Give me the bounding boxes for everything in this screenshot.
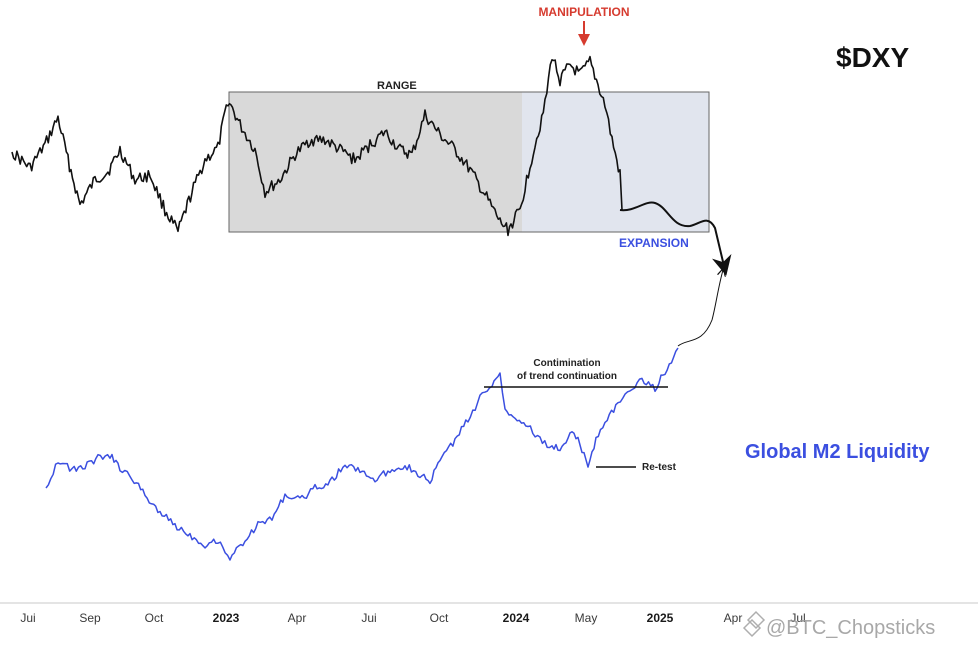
- range-label: RANGE: [377, 80, 417, 92]
- x-tick-label: Oct: [430, 611, 449, 625]
- x-tick-label: 2023: [213, 611, 240, 625]
- m2-projection-curve: [677, 270, 723, 347]
- x-tick-label: Oct: [145, 611, 164, 625]
- x-tick-label: Sep: [79, 611, 101, 625]
- watermark-logo-icon: [742, 610, 766, 638]
- x-tick-label: May: [575, 611, 598, 625]
- m2-series-line: [45, 347, 679, 561]
- dxy-title: $DXY: [836, 42, 909, 73]
- x-tick-label: Apr: [724, 611, 743, 625]
- watermark: @BTC_Chopsticks: [742, 610, 935, 639]
- manipulation-zone: [522, 92, 709, 232]
- x-tick-label: Apr: [288, 611, 307, 625]
- x-tick-label: Jui: [20, 611, 35, 625]
- retest-label: Re-test: [642, 462, 677, 473]
- x-axis-ticks: Jui Sep Oct 2023 Apr Jui Oct 2024 May 2025 Apr Jul: [20, 611, 805, 625]
- x-tick-label: Jui: [361, 611, 376, 625]
- range-box-outline: [228, 91, 710, 233]
- m2-title: Global M2 Liquidity: [745, 441, 930, 463]
- x-tick-label: 2024: [503, 611, 530, 625]
- expansion-label: EXPANSION: [619, 236, 689, 250]
- manipulation-arrow: [578, 21, 590, 46]
- x-tick-label: Jul: [790, 611, 805, 625]
- watermark-text: @BTC_Chopsticks: [766, 617, 935, 639]
- confirmation-label-line1: Contimination: [533, 358, 600, 369]
- x-tick-label: 2025: [647, 611, 674, 625]
- dxy-projection-curve: [619, 201, 732, 276]
- dxy-series-line: [11, 55, 623, 237]
- manipulation-label: MANIPULATION: [538, 5, 629, 19]
- confirmation-label-line2: of trend continuation: [517, 371, 617, 382]
